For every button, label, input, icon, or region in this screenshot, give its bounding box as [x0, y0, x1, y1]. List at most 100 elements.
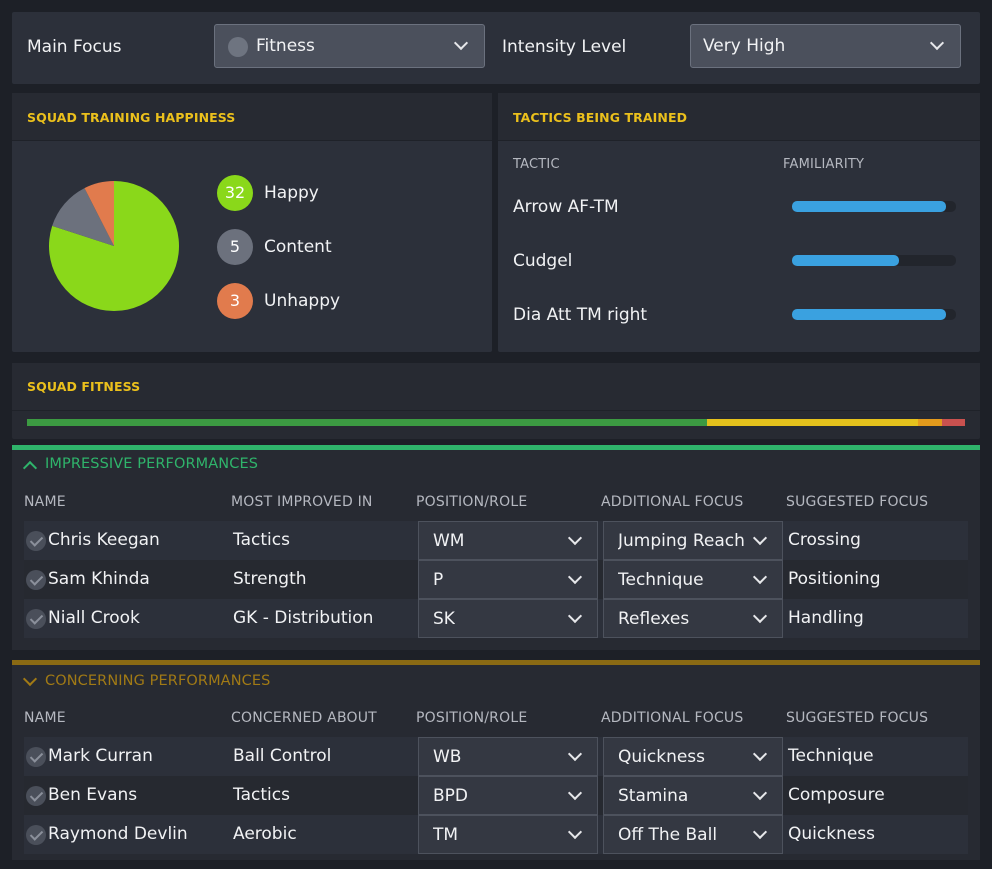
content-count-badge: 5	[217, 229, 253, 265]
chevron-down-icon	[752, 530, 768, 546]
position-role-dropdown[interactable]: P	[418, 560, 598, 599]
position-role-dropdown[interactable]: BPD	[418, 776, 598, 815]
position-role-value: P	[433, 570, 444, 590]
performance-reason: Strength	[233, 569, 307, 589]
happiness-title: SQUAD TRAINING HAPPINESS	[27, 110, 236, 125]
intensity-level-dropdown[interactable]: Very High	[690, 24, 961, 68]
familiarity-bar	[792, 201, 956, 212]
additional-focus-value: Stamina	[618, 786, 689, 806]
table-row[interactable]: Mark Curran Ball Control WB Quickness Techni…	[24, 737, 968, 776]
concerning-performances-title[interactable]: CONCERNING PERFORMANCES	[45, 673, 271, 689]
additional-focus-dropdown[interactable]: Technique	[603, 560, 783, 599]
chevron-down-icon	[567, 530, 583, 546]
additional-focus-dropdown[interactable]: Off The Ball	[603, 815, 783, 854]
player-name[interactable]: Ben Evans	[48, 785, 138, 805]
fitness-segment	[27, 419, 708, 426]
tactic-name[interactable]: Dia Att TM right	[513, 305, 648, 325]
chevron-down-icon	[752, 746, 768, 762]
chevron-down-icon	[567, 746, 583, 762]
tactic-name[interactable]: Cudgel	[513, 251, 573, 271]
tactics-being-trained-panel: TACTICS BEING TRAINED TACTIC FAMILIARITY…	[498, 93, 980, 352]
player-name[interactable]: Raymond Devlin	[48, 824, 188, 844]
suggested-focus: Crossing	[788, 530, 861, 550]
position-role-dropdown[interactable]: WB	[418, 737, 598, 776]
chevron-down-icon	[752, 569, 768, 585]
chevron-down-icon	[567, 785, 583, 801]
main-focus-dropdown[interactable]: Fitness	[214, 24, 485, 68]
additional-focus-value: Off The Ball	[618, 825, 718, 845]
checkmark-icon[interactable]	[26, 786, 46, 806]
squad-training-happiness-panel: SQUAD TRAINING HAPPINESS 32 Happy 5 Cont…	[12, 93, 492, 352]
tactics-title: TACTICS BEING TRAINED	[513, 110, 688, 125]
column-header-position-role: POSITION/ROLE	[416, 494, 528, 510]
column-header-suggested-focus: SUGGESTED FOCUS	[786, 494, 929, 510]
player-name[interactable]: Sam Khinda	[48, 569, 150, 589]
additional-focus-dropdown[interactable]: Jumping Reach	[603, 521, 783, 560]
column-header-additional-focus: ADDITIONAL FOCUS	[601, 710, 744, 726]
checkmark-icon[interactable]	[26, 570, 46, 590]
squad-fitness-panel: SQUAD FITNESS	[12, 363, 980, 439]
chevron-down-icon	[567, 569, 583, 585]
suggested-focus: Handling	[788, 608, 864, 628]
checkmark-icon[interactable]	[26, 531, 46, 551]
tactic-column-header: TACTIC	[513, 157, 560, 172]
table-row[interactable]: Sam Khinda Strength P Technique Positioning	[24, 560, 968, 599]
chevron-down-icon	[752, 785, 768, 801]
additional-focus-dropdown[interactable]: Reflexes	[603, 599, 783, 638]
performance-reason: Ball Control	[233, 746, 332, 766]
fitness-segment	[707, 419, 919, 426]
happy-label: Happy	[264, 183, 319, 203]
player-name[interactable]: Niall Crook	[48, 608, 140, 628]
chevron-down-icon	[929, 35, 945, 51]
table-row[interactable]: Niall Crook GK - Distribution SK Reflexes Ha…	[24, 599, 968, 638]
intensity-level-value: Very High	[703, 36, 786, 56]
chevron-down-icon	[752, 824, 768, 840]
tactic-name[interactable]: Arrow AF-TM	[513, 197, 619, 217]
main-focus-label: Main Focus	[27, 37, 122, 57]
column-header-suggested-focus: SUGGESTED FOCUS	[786, 710, 929, 726]
additional-focus-value: Reflexes	[618, 609, 690, 629]
column-header-concerned-about: CONCERNED ABOUT	[231, 710, 377, 726]
squad-fitness-bar	[27, 419, 965, 426]
pie-slice-happy	[49, 181, 179, 311]
performance-reason: Aerobic	[233, 824, 297, 844]
additional-focus-dropdown[interactable]: Quickness	[603, 737, 783, 776]
table-row[interactable]: Chris Keegan Tactics WM Jumping Reach Crossi…	[24, 521, 968, 560]
unhappy-label: Unhappy	[264, 291, 341, 311]
table-row[interactable]: Ben Evans Tactics BPD Stamina Composure	[24, 776, 968, 815]
additional-focus-value: Quickness	[618, 747, 706, 767]
fitness-segment	[918, 419, 942, 426]
table-row[interactable]: Raymond Devlin Aerobic TM Off The Ball Quick…	[24, 815, 968, 854]
column-header-most-improved: MOST IMPROVED IN	[231, 494, 373, 510]
impressive-performances-title[interactable]: IMPRESSIVE PERFORMANCES	[45, 456, 259, 472]
chevron-down-icon	[453, 35, 469, 51]
chevron-down-icon	[567, 824, 583, 840]
additional-focus-value: Jumping Reach	[618, 531, 745, 551]
position-role-dropdown[interactable]: TM	[418, 815, 598, 854]
position-role-dropdown[interactable]: SK	[418, 599, 598, 638]
fitness-segment	[941, 419, 965, 426]
fitness-dot-icon	[228, 37, 248, 57]
position-role-dropdown[interactable]: WM	[418, 521, 598, 560]
performance-reason: GK - Distribution	[233, 608, 374, 628]
checkmark-icon[interactable]	[26, 747, 46, 767]
position-role-value: WM	[433, 531, 465, 551]
position-role-value: BPD	[433, 786, 469, 806]
intensity-level-label: Intensity Level	[502, 37, 627, 57]
unhappy-count-badge: 3	[217, 283, 253, 319]
player-name[interactable]: Chris Keegan	[48, 530, 160, 550]
chevron-down-icon	[752, 608, 768, 624]
suggested-focus: Quickness	[788, 824, 876, 844]
additional-focus-value: Technique	[618, 570, 704, 590]
column-header-name: NAME	[24, 494, 66, 510]
content-label: Content	[264, 237, 332, 257]
checkmark-icon[interactable]	[26, 609, 46, 629]
performance-reason: Tactics	[233, 785, 290, 805]
additional-focus-dropdown[interactable]: Stamina	[603, 776, 783, 815]
player-name[interactable]: Mark Curran	[48, 746, 153, 766]
familiarity-bar	[792, 309, 956, 320]
position-role-value: SK	[433, 609, 455, 629]
suggested-focus: Positioning	[788, 569, 881, 589]
squad-fitness-title: SQUAD FITNESS	[27, 379, 141, 394]
checkmark-icon[interactable]	[26, 825, 46, 845]
